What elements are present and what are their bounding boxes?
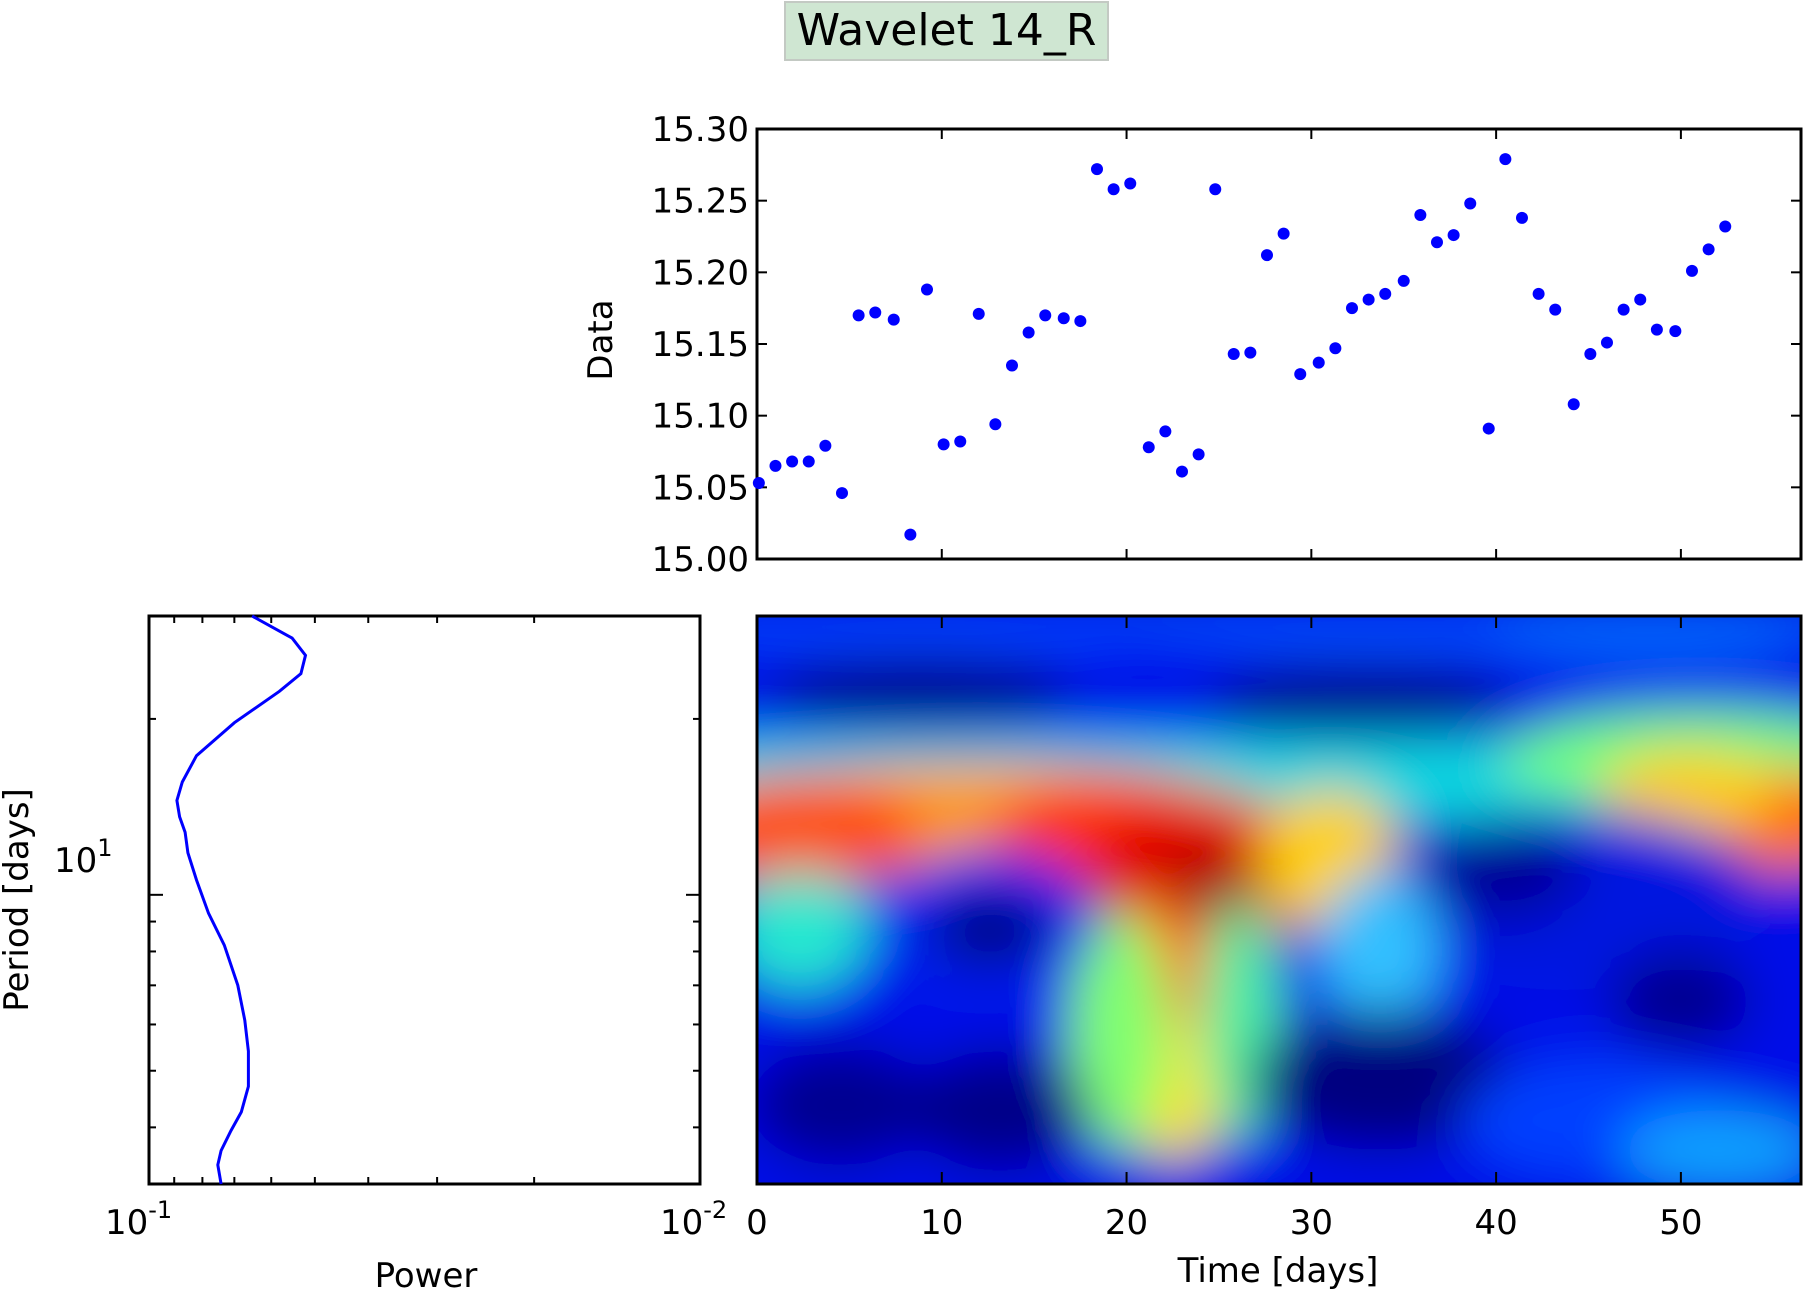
data-point: [819, 439, 832, 452]
data-point: [1447, 229, 1460, 242]
data-point: [1567, 398, 1580, 411]
data-point: [835, 487, 848, 500]
data-point: [887, 313, 900, 326]
data-point: [937, 438, 950, 451]
data-point: [769, 459, 782, 472]
data-point: [1022, 326, 1035, 339]
scatter-ytick-label: 15.25: [652, 182, 749, 222]
wavelet-heatmap-panel: 0 10 20 30 40 50 Time [days]: [746, 614, 1803, 1291]
data-scatter-panel: 15.00 15.05 15.10 15.15 15.20 15.25 15.30 Data: [581, 110, 1803, 580]
data-point: [1719, 220, 1732, 233]
data-point: [1702, 243, 1715, 256]
scatter-ylabel: Data: [581, 299, 621, 380]
scatter-ytick-label: 15.10: [652, 397, 749, 437]
data-point: [1107, 183, 1120, 196]
data-point: [1244, 346, 1257, 359]
data-point: [786, 455, 799, 468]
heatmap-xtick-label: 10: [920, 1203, 963, 1243]
data-point: [1005, 359, 1018, 372]
power-xlabel: Power: [375, 1256, 478, 1295]
heatmap-xtick-label: 30: [1290, 1203, 1333, 1243]
data-point: [1379, 287, 1392, 300]
chart-title: Wavelet 14_R: [784, 1, 1109, 61]
data-point: [1464, 197, 1477, 210]
svg-text:10-1: 10-1: [105, 1196, 172, 1243]
heatmap-xtick-label: 50: [1659, 1203, 1702, 1243]
data-point: [1499, 153, 1512, 166]
data-point: [1669, 325, 1682, 338]
data-point: [1617, 303, 1630, 316]
svg-text:10-2: 10-2: [660, 1196, 727, 1243]
data-point: [1057, 312, 1070, 325]
scatter-ytick-label: 15.30: [652, 110, 749, 150]
data-point: [1192, 448, 1205, 461]
data-point: [1142, 441, 1155, 454]
data-point: [989, 418, 1002, 431]
data-point: [852, 309, 865, 322]
data-point: [1362, 293, 1375, 306]
data-point: [869, 306, 882, 319]
scatter-ytick-label: 15.05: [652, 468, 749, 508]
data-point: [1175, 465, 1188, 478]
scatter-ytick-label: 15.15: [652, 325, 749, 365]
heatmap-xtick-label: 40: [1474, 1203, 1517, 1243]
global-power-panel: Power Period [days] 10-1 10-2 101: [0, 614, 1801, 1295]
data-point: [1549, 303, 1562, 316]
data-point: [752, 477, 765, 490]
scatter-ytick-label: 15.00: [652, 540, 749, 580]
data-point: [1532, 287, 1545, 300]
data-point: [1515, 211, 1528, 224]
power-line: [175, 614, 308, 1185]
data-point: [1634, 293, 1647, 306]
data-point: [1124, 177, 1137, 190]
data-point: [1482, 422, 1495, 435]
data-point: [1074, 315, 1087, 328]
heatmap-blobs: [757, 616, 1801, 1184]
data-point: [1159, 425, 1172, 438]
power-axes-frame: [147, 614, 702, 1186]
data-point: [1277, 227, 1290, 240]
svg-text:101: 101: [54, 834, 113, 881]
scatter-axes-frame: [755, 127, 1803, 561]
data-point: [1685, 264, 1698, 277]
data-point: [1039, 309, 1052, 322]
data-point: [1260, 249, 1273, 262]
data-point: [1650, 323, 1663, 336]
data-point: [1312, 356, 1325, 369]
data-point: [1345, 302, 1358, 315]
data-point: [1294, 368, 1307, 381]
heatmap-axes-frame: [755, 614, 1803, 1186]
period-ylabel: Period [days]: [0, 788, 37, 1012]
heatmap-xtick-label: 0: [746, 1203, 768, 1243]
data-point: [1090, 163, 1103, 176]
data-point: [1397, 274, 1410, 287]
data-point: [954, 435, 967, 448]
heatmap-xtick-label: 20: [1105, 1203, 1148, 1243]
heatmap-xlabel: Time [days]: [1177, 1251, 1379, 1291]
data-point: [1584, 348, 1597, 361]
power-xtick-left-label: 10-1: [105, 1196, 172, 1243]
data-point: [1227, 348, 1240, 361]
data-point: [1209, 183, 1222, 196]
data-point: [972, 307, 985, 320]
data-point: [1430, 236, 1443, 249]
period-ytick-label: 101: [54, 834, 113, 881]
data-point: [1414, 209, 1427, 221]
data-point: [1600, 336, 1613, 349]
data-point: [1329, 342, 1342, 355]
data-point: [904, 528, 917, 541]
scatter-ytick-label: 15.20: [652, 253, 749, 293]
data-point: [802, 455, 815, 468]
power-xtick-right-label: 10-2: [660, 1196, 727, 1243]
data-point: [920, 283, 933, 296]
